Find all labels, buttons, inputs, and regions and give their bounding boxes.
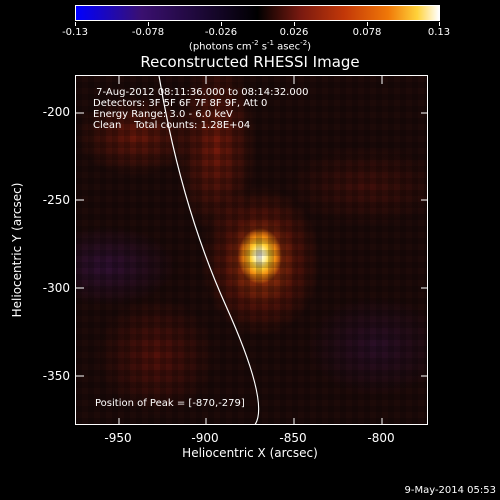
image-title: Reconstructed RHESSI Image [140,53,360,71]
info-detectors: Detectors: 3F 5F 6F 7F 8F 9F, Att 0 [93,98,268,109]
colorbar-label-6: 0.13 [427,27,451,38]
y-tick-label-2: -250 [42,193,70,207]
colorbar-tick-2 [148,22,149,26]
limb-curve [158,76,260,424]
solar-limb [76,76,427,424]
image-texture [76,76,427,424]
colorbar-units: (photons cm-2 s-1 asec-2) [188,39,312,53]
info-clean: Clean Total counts: 1.28E+04 [93,120,251,131]
info-time: 7-Aug-2012 08:11:36.000 to 08:14:32.000 [93,87,309,98]
x-tick-label-1: -950 [104,431,132,445]
image-plot: 7-Aug-2012 08:11:36.000 to 08:14:32.000 … [75,75,428,425]
colorbar [75,5,440,21]
colorbar-tick-1 [75,22,76,26]
colorbar-label-1: -0.13 [62,27,88,38]
x-tick-label-3: -850 [279,431,307,445]
colorbar-tick-5 [367,22,368,26]
y-tick-label-3: -300 [42,281,70,295]
colorbar-tick-3 [221,22,222,26]
timestamp-footer: 9-May-2014 05:53 [404,485,496,496]
colorbar-tick-4 [294,22,295,26]
colorbar-label-5: 0.078 [352,27,382,38]
colorbar-label-2: -0.078 [131,27,165,38]
x-tick-label-4: -800 [367,431,395,445]
y-axis-title: Heliocentric Y (arcsec) [10,182,24,318]
y-tick-label-1: -200 [42,105,70,119]
plot-ticks [76,76,427,424]
peak-position: Position of Peak = [-870,-279] [95,398,245,409]
colorbar-tick-6 [439,22,440,26]
x-axis-title: Heliocentric X (arcsec) [182,446,318,460]
y-tick-label-4: -350 [42,369,70,383]
x-tick-label-2: -900 [191,431,219,445]
colorbar-label-3: -0.026 [204,27,238,38]
info-energy: Energy Range: 3.0 - 6.0 keV [93,109,233,120]
colorbar-label-4: 0.026 [279,27,309,38]
